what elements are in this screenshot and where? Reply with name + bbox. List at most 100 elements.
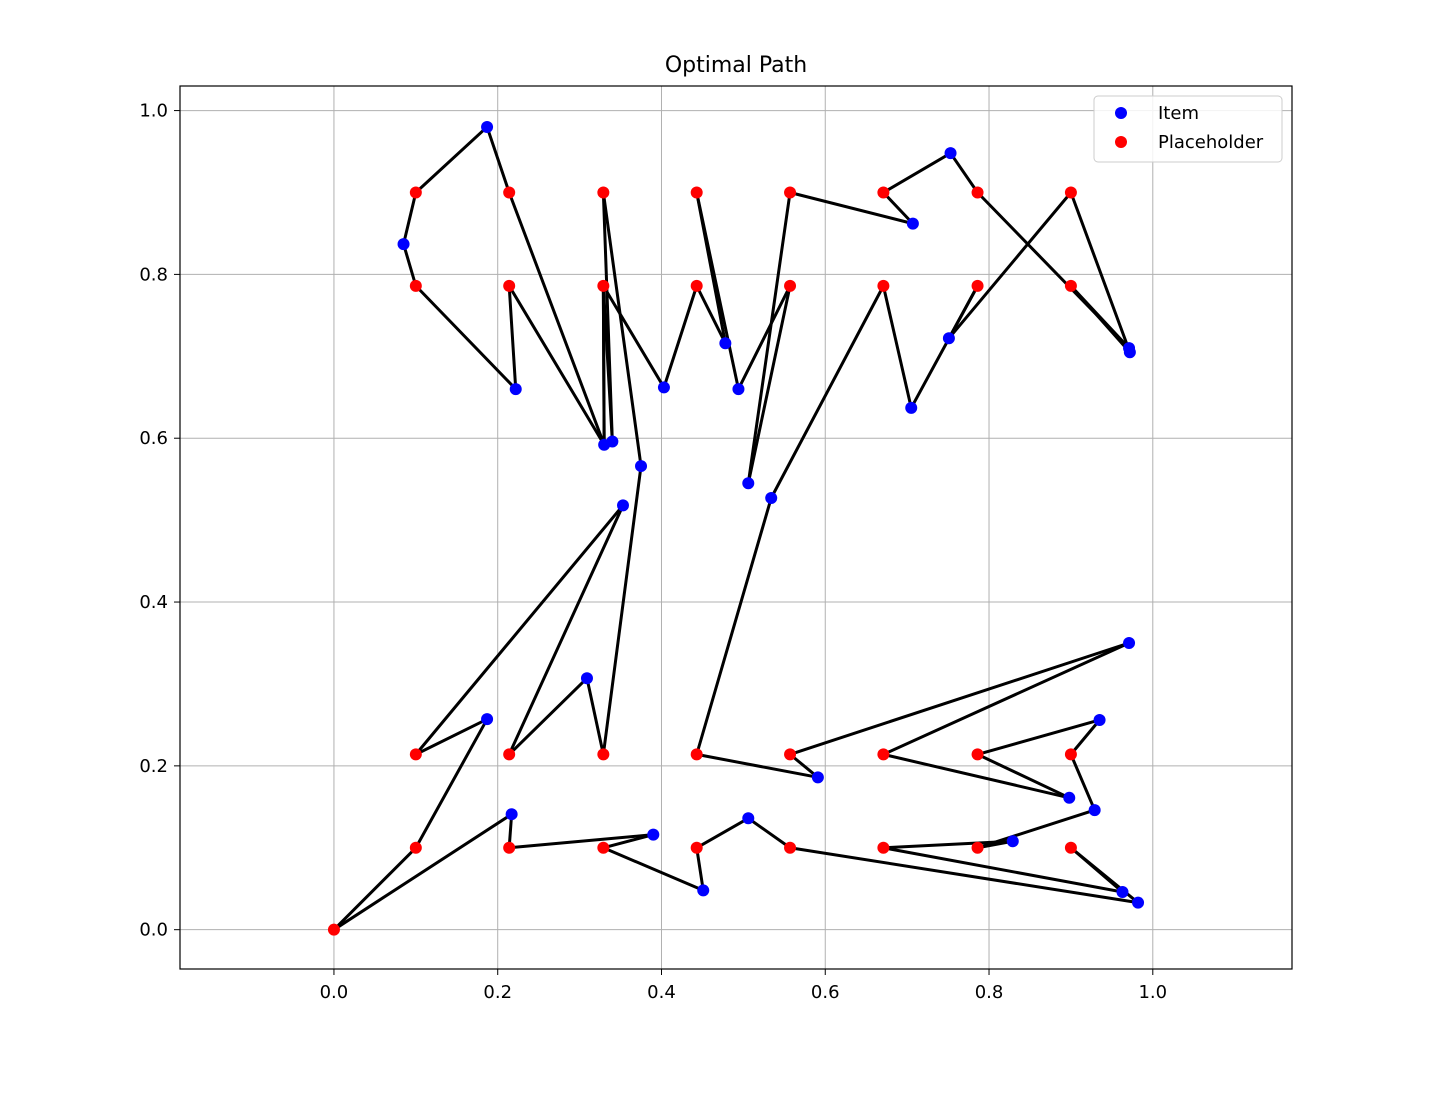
path-segment	[507, 284, 518, 391]
path-segment	[507, 190, 606, 447]
path-segment	[414, 125, 489, 194]
x-tick-label: 0.8	[975, 982, 1004, 1003]
path-segment	[332, 812, 514, 932]
placeholder-point	[1064, 748, 1077, 761]
legend: Item Placeholder	[1093, 95, 1283, 163]
y-tick-label: 0.8	[139, 264, 168, 285]
placeholder-point	[690, 279, 703, 292]
placeholder-point	[597, 841, 610, 854]
path-segment	[976, 718, 1102, 756]
legend-label: Item	[1158, 103, 1199, 124]
path-segment	[695, 496, 773, 756]
path-segment	[881, 190, 915, 226]
path-segment	[881, 846, 1124, 894]
path-segment	[601, 190, 643, 468]
placeholder-point	[1064, 279, 1077, 292]
item-point	[635, 460, 648, 473]
placeholder-point	[409, 186, 422, 199]
item-point	[942, 332, 955, 345]
placeholder-point	[784, 841, 797, 854]
placeholder-point	[971, 748, 984, 761]
path-segment	[695, 190, 740, 391]
legend-marker	[1115, 107, 1127, 119]
item-point	[1116, 886, 1129, 899]
path-segment	[947, 190, 1073, 340]
path-segment	[881, 641, 1131, 756]
item-point	[742, 477, 755, 490]
path-segment	[695, 816, 750, 850]
path-layer	[332, 125, 1140, 932]
placeholder-point	[503, 841, 516, 854]
path-segment	[414, 717, 489, 850]
path-segment	[788, 752, 820, 779]
item-point	[1088, 804, 1101, 817]
chart-title: Optimal Path	[665, 53, 807, 78]
placeholder-point	[971, 186, 984, 199]
placeholder-point	[409, 841, 422, 854]
item-point	[811, 771, 824, 784]
x-tick-label: 0.6	[811, 982, 840, 1003]
item-point	[732, 383, 745, 396]
path-segment	[769, 284, 885, 500]
path-segment	[976, 752, 1071, 800]
item-point	[509, 383, 522, 396]
placeholder-point	[690, 841, 703, 854]
legend-marker	[1115, 136, 1127, 148]
x-tick-label: 0.2	[483, 982, 512, 1003]
y-tick-label: 1.0	[139, 101, 168, 122]
axis-ticks: 0.0 0.2 0.4 0.6 0.8 1.0 0.0 0.2 0.4 0.6 0.8 1.0	[139, 101, 1167, 1003]
path-segment	[695, 846, 705, 892]
placeholder-point	[784, 186, 797, 199]
placeholder-point	[597, 279, 610, 292]
path-segment	[1069, 752, 1097, 812]
grid	[180, 86, 1292, 969]
placeholder-point	[409, 279, 422, 292]
path-segment	[1069, 284, 1132, 354]
placeholder-point	[597, 186, 610, 199]
path-segment	[788, 190, 915, 226]
placeholder-point	[503, 748, 516, 761]
placeholder-point	[784, 748, 797, 761]
path-segment	[485, 125, 511, 194]
item-point	[616, 499, 629, 512]
placeholder-point	[877, 841, 890, 854]
x-tick-label: 0.4	[647, 982, 676, 1003]
path-segment	[695, 284, 727, 345]
item-point	[397, 238, 410, 251]
path-segment	[601, 284, 666, 389]
path-segment	[601, 284, 606, 447]
item-point	[657, 381, 670, 394]
placeholder-point	[327, 923, 340, 936]
path-segment	[746, 816, 792, 850]
placeholder-point	[877, 279, 890, 292]
path-segment	[507, 676, 589, 756]
item-point	[742, 812, 755, 825]
y-tick-label: 0.6	[139, 428, 168, 449]
path-segment	[601, 846, 705, 892]
path-segment	[736, 284, 792, 391]
item-point	[944, 147, 957, 160]
x-tick-label: 1.0	[1138, 982, 1167, 1003]
placeholder-point	[690, 186, 703, 199]
item-point	[1093, 713, 1106, 726]
path-segment	[1069, 718, 1102, 756]
placeholder-point	[877, 186, 890, 199]
placeholder-point	[597, 748, 610, 761]
placeholder-point	[877, 748, 890, 761]
plot-area	[180, 86, 1292, 969]
placeholder-point	[690, 748, 703, 761]
path-segment	[881, 284, 913, 410]
placeholder-point	[784, 279, 797, 292]
item-point	[1123, 636, 1136, 649]
path-segment	[746, 284, 792, 485]
legend-box	[1093, 95, 1283, 163]
placeholder-point	[971, 279, 984, 292]
path-segment	[507, 503, 625, 756]
path-segment	[909, 284, 980, 410]
item-point	[1132, 896, 1145, 909]
plot-frame	[179, 85, 1293, 970]
item-point	[906, 217, 919, 230]
path-segment	[881, 752, 1071, 800]
path-segment	[1069, 190, 1132, 354]
